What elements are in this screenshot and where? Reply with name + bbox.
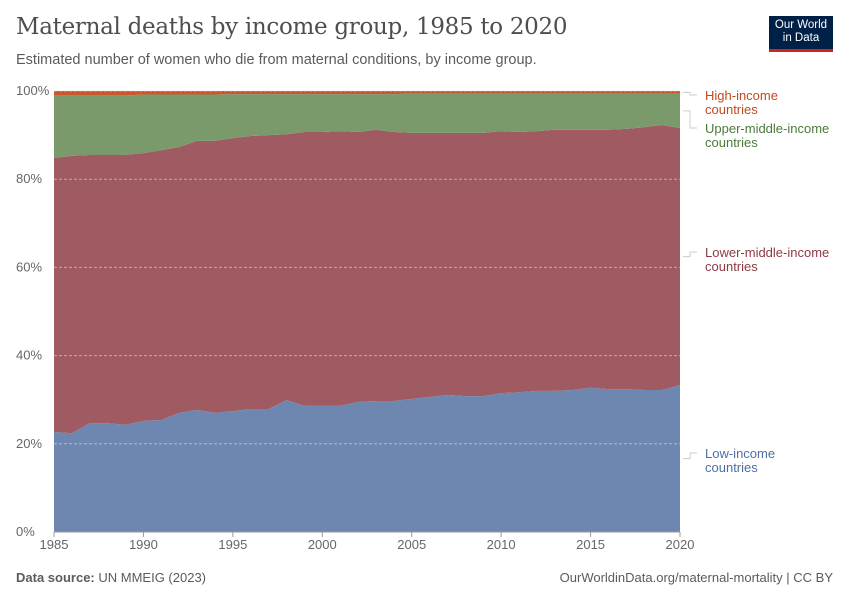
x-tick-label: 2005 (397, 537, 426, 552)
owid-logo[interactable]: Our World in Data (769, 16, 833, 52)
series-label: Upper-middle-income (705, 121, 829, 136)
series-label: countries (705, 259, 758, 274)
x-tick-label: 2010 (487, 537, 516, 552)
series-label: Lower-middle-income (705, 245, 829, 260)
area-lower-middle-income-countries (54, 124, 680, 434)
source-name[interactable]: UN MMEIG (2023) (98, 570, 207, 585)
area-low-income-countries (54, 385, 680, 532)
chart-subtitle: Estimated number of women who die from m… (16, 52, 537, 68)
chart-title: Maternal deaths by income group, 1985 to… (16, 14, 568, 40)
source-url[interactable]: OurWorldinData.org/maternal-mortality | … (559, 570, 833, 585)
y-tick-label: 20% (16, 436, 42, 451)
logo-text: Our World in Data (774, 19, 828, 44)
series-label: High-income (705, 88, 778, 103)
x-tick-label: 2000 (308, 537, 337, 552)
label-connector (683, 91, 697, 96)
series-label: countries (705, 135, 758, 150)
x-tick-label: 1985 (40, 537, 69, 552)
y-tick-label: 100% (16, 83, 50, 98)
series-label: Low-income (705, 446, 775, 461)
label-connector (683, 110, 697, 129)
x-tick-label: 2020 (666, 537, 695, 552)
area-upper-middle-income-countries (54, 93, 680, 159)
y-tick-label: 0% (16, 524, 35, 539)
y-tick-label: 60% (16, 259, 42, 274)
label-connector (683, 452, 697, 460)
series-label: countries (705, 102, 758, 117)
y-tick-label: 40% (16, 348, 42, 363)
y-tick-label: 80% (16, 171, 42, 186)
x-tick-label: 2015 (576, 537, 605, 552)
series-label: countries (705, 460, 758, 475)
area-high-income-countries (54, 91, 680, 96)
data-source: Data source: UN MMEIG (2023) (16, 570, 207, 585)
x-tick-label: 1995 (218, 537, 247, 552)
x-tick-label: 1990 (129, 537, 158, 552)
label-connector (683, 251, 697, 258)
